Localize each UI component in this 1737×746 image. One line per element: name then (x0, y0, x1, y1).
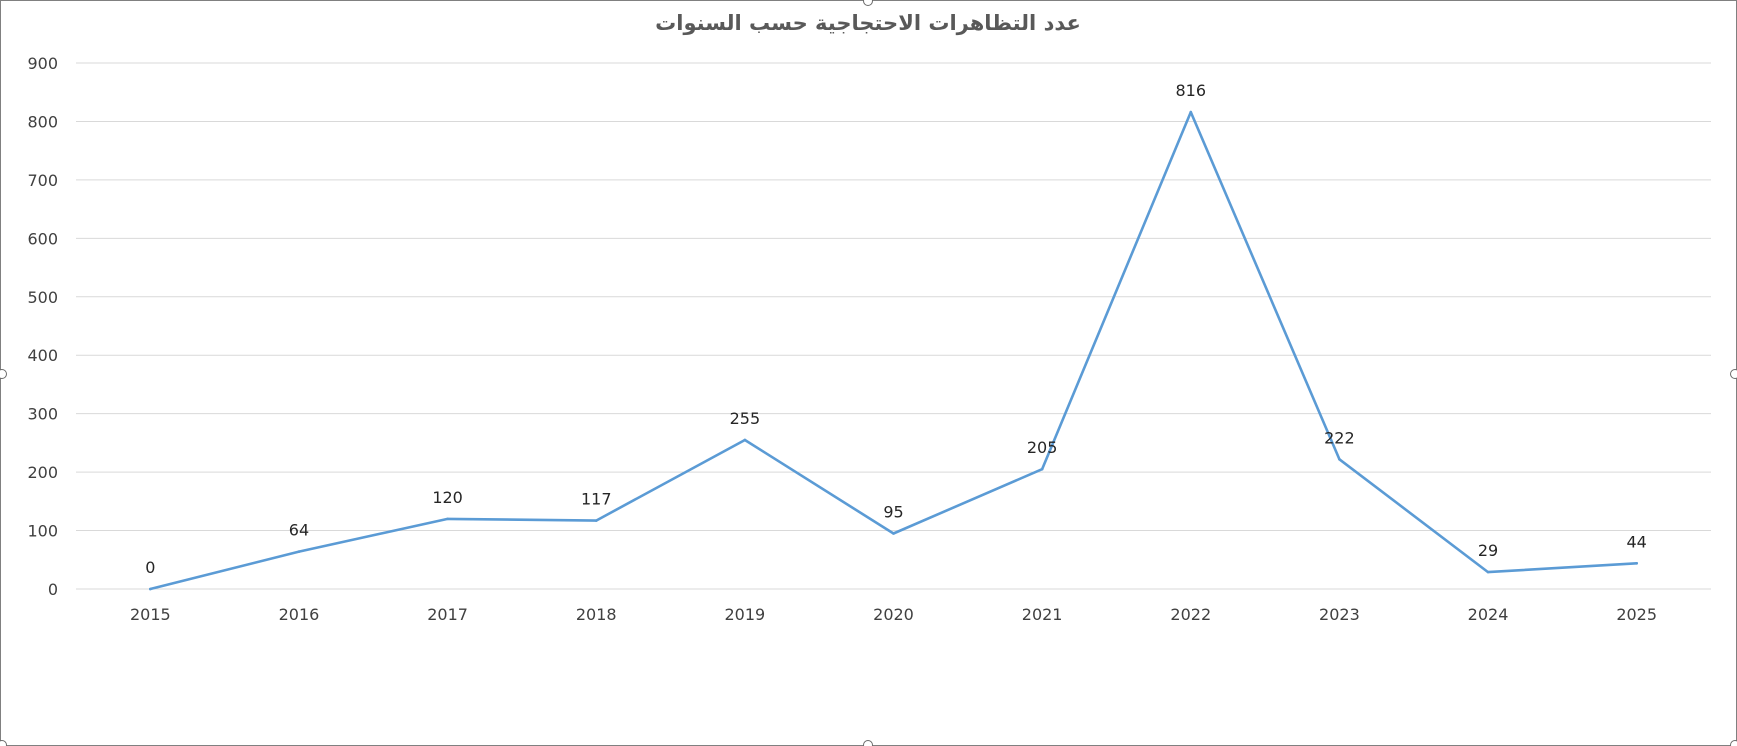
y-tick-label: 0 (48, 580, 58, 599)
x-tick-label: 2016 (279, 605, 320, 624)
x-tick-label: 2025 (1616, 605, 1657, 624)
y-tick-label: 800 (27, 112, 58, 131)
x-tick-label: 2015 (130, 605, 171, 624)
data-point (297, 550, 301, 553)
data-point (446, 517, 449, 521)
data-label: 222 (1324, 428, 1355, 447)
x-tick-label: 2022 (1170, 605, 1211, 624)
y-tick-label: 300 (27, 405, 58, 424)
data-point (594, 519, 598, 522)
y-tick-label: 900 (27, 54, 58, 73)
x-axis-tick-labels: 2015 2016 2017 2018 2019 2020 2021 2022 2023 2024… (130, 605, 1657, 624)
x-tick-label: 2019 (725, 605, 766, 624)
y-tick-label: 400 (27, 346, 58, 365)
x-tick-label: 2024 (1468, 605, 1509, 624)
data-point (149, 587, 152, 591)
resize-handle-top[interactable] (863, 0, 873, 6)
data-label: 44 (1627, 532, 1647, 551)
data-label: 64 (289, 521, 309, 540)
y-tick-label: 500 (27, 288, 58, 307)
resize-handle-left[interactable] (0, 369, 7, 379)
data-label: 95 (883, 502, 903, 521)
series-layer (149, 110, 1638, 591)
x-tick-label: 2017 (427, 605, 468, 624)
x-tick-label: 2023 (1319, 605, 1360, 624)
data-label: 29 (1478, 541, 1498, 560)
resize-handle-bottom-right[interactable] (1730, 740, 1737, 746)
chart-title: عدد التظاهرات الاحتجاجية حسب السنوات (655, 11, 1081, 35)
data-label: 117 (581, 490, 612, 509)
y-tick-label: 700 (27, 171, 58, 190)
x-tick-label: 2018 (576, 605, 617, 624)
y-tick-label: 100 (27, 522, 58, 541)
data-point (1635, 561, 1638, 565)
resize-handle-bottom-left[interactable] (0, 740, 7, 746)
gridlines (76, 62, 1711, 590)
data-point (892, 532, 895, 535)
data-point (1189, 110, 1193, 114)
data-point (743, 438, 747, 442)
y-axis-tick-labels: 0 100 200 300 400 500 600 700 800 900 (27, 54, 58, 599)
data-label: 0 (145, 558, 155, 577)
y-tick-label: 600 (27, 229, 58, 248)
resize-handle-right[interactable] (1730, 369, 1737, 379)
x-tick-label: 2021 (1022, 605, 1063, 624)
data-point (1338, 457, 1341, 461)
resize-handle-bottom[interactable] (863, 740, 873, 746)
data-point (1040, 467, 1044, 471)
data-label: 255 (730, 409, 761, 428)
data-labels: 0 64 120 117 255 95 205 816 222 29 44 (145, 81, 1647, 577)
data-label: 120 (432, 488, 463, 507)
data-point (1486, 570, 1490, 574)
y-tick-label: 200 (27, 463, 58, 482)
data-label: 816 (1175, 81, 1206, 100)
data-label: 205 (1027, 438, 1058, 457)
x-tick-label: 2020 (873, 605, 914, 624)
